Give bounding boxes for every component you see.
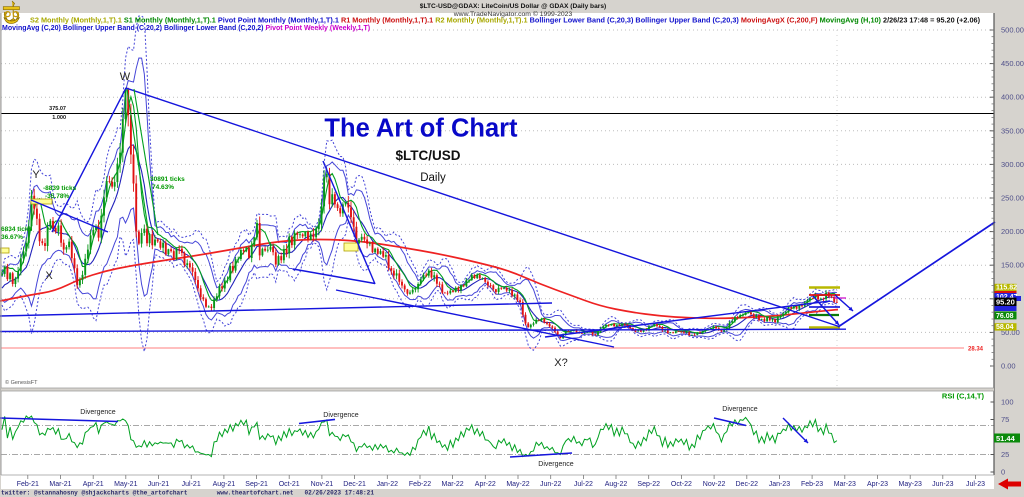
svg-text:6834 ticks: 6834 ticks xyxy=(1,226,32,233)
svg-text:Mar-23: Mar-23 xyxy=(834,481,856,488)
svg-text:51.44: 51.44 xyxy=(996,434,1016,443)
svg-text:36.67%: 36.67% xyxy=(1,234,23,241)
svg-text:Feb-21: Feb-21 xyxy=(17,481,39,488)
svg-text:-8839 ticks: -8839 ticks xyxy=(43,185,77,192)
svg-text:MovingAvg (C,20) Bollinger Up: MovingAvg (C,20) Bollinger Upper Band (C… xyxy=(2,25,370,32)
svg-text:May-22: May-22 xyxy=(506,481,529,488)
svg-text:Dec-22: Dec-22 xyxy=(736,481,759,488)
svg-text:Mar-21: Mar-21 xyxy=(49,481,71,488)
svg-text:95.20: 95.20 xyxy=(996,297,1015,306)
svg-text:Divergence: Divergence xyxy=(538,461,574,468)
svg-text:May-23: May-23 xyxy=(899,481,922,488)
svg-text:Feb-22: Feb-22 xyxy=(409,481,431,488)
svg-text:28.34: 28.34 xyxy=(968,347,984,353)
svg-text:twitter: @stannahosny @shjackc: twitter: @stannahosny @shjackcharts @the… xyxy=(1,490,374,497)
svg-text:www.TradeNavigator.com © 1999-: www.TradeNavigator.com © 1999-2023 xyxy=(453,10,573,18)
svg-text:Divergence: Divergence xyxy=(323,412,359,419)
svg-text:30891 ticks: 30891 ticks xyxy=(150,176,185,183)
svg-text:S2 Monthly (Monthly,1,T).1 S: S2 Monthly (Monthly,1,T).1 S1 Monthly (M… xyxy=(30,15,981,24)
svg-text:Jan-23: Jan-23 xyxy=(769,481,791,488)
svg-text:115.82: 115.82 xyxy=(996,284,1017,291)
svg-text:Jul-21: Jul-21 xyxy=(182,481,201,488)
svg-text:Jun-23: Jun-23 xyxy=(932,481,954,488)
svg-text:300.00: 300.00 xyxy=(1001,160,1024,169)
svg-text:76.08: 76.08 xyxy=(996,313,1014,320)
svg-text:0.00: 0.00 xyxy=(1001,362,1016,371)
svg-text:25: 25 xyxy=(1001,450,1009,459)
svg-text:Oct-22: Oct-22 xyxy=(671,481,692,488)
svg-text:RSI (C,14,T): RSI (C,14,T) xyxy=(942,392,985,401)
svg-text:Apr-22: Apr-22 xyxy=(475,481,496,488)
svg-text:X: X xyxy=(45,270,53,282)
svg-text:Sep-21: Sep-21 xyxy=(245,481,268,488)
svg-text:74.63%: 74.63% xyxy=(152,184,174,191)
svg-text:The Art of Chart: The Art of Chart xyxy=(324,115,518,143)
svg-text:$LTC-USD@GDAX: LiteCoin/US Do: $LTC-USD@GDAX: LiteCoin/US Dollar @ GDAX… xyxy=(420,3,606,10)
svg-text:450.00: 450.00 xyxy=(1001,59,1024,68)
svg-text:Divergence: Divergence xyxy=(722,406,758,413)
svg-text:Daily: Daily xyxy=(420,172,446,184)
svg-text:Feb-23: Feb-23 xyxy=(801,481,823,488)
svg-text:-35.78%: -35.78% xyxy=(45,193,69,200)
svg-text:© GenesisFT: © GenesisFT xyxy=(5,379,38,386)
svg-text:Apr-23: Apr-23 xyxy=(867,481,888,488)
svg-text:400.00: 400.00 xyxy=(1001,93,1024,102)
svg-text:$LTC/USD: $LTC/USD xyxy=(395,148,460,163)
svg-text:75: 75 xyxy=(1001,415,1009,424)
svg-text:58.04: 58.04 xyxy=(996,324,1014,331)
svg-text:W: W xyxy=(120,71,131,83)
svg-text:Aug-22: Aug-22 xyxy=(605,481,628,488)
svg-text:Jul-23: Jul-23 xyxy=(966,481,985,488)
svg-text:150.00: 150.00 xyxy=(1001,261,1024,270)
svg-text:Aug-21: Aug-21 xyxy=(213,481,236,488)
svg-text:Sep-22: Sep-22 xyxy=(637,481,660,488)
svg-text:Jun-21: Jun-21 xyxy=(148,481,170,488)
svg-text:Jun-22: Jun-22 xyxy=(540,481,562,488)
svg-text:Mar-22: Mar-22 xyxy=(442,481,464,488)
svg-text:X?: X? xyxy=(554,357,567,369)
svg-text:Nov-21: Nov-21 xyxy=(311,481,334,488)
svg-text:50.00: 50.00 xyxy=(1001,328,1020,337)
svg-text:Apr-21: Apr-21 xyxy=(83,481,104,488)
svg-text:Nov-22: Nov-22 xyxy=(703,481,726,488)
svg-text:200.00: 200.00 xyxy=(1001,227,1024,236)
svg-text:Oct-21: Oct-21 xyxy=(279,481,300,488)
svg-text:375.07: 375.07 xyxy=(49,106,66,112)
svg-text:Jul-22: Jul-22 xyxy=(574,481,593,488)
svg-text:Divergence: Divergence xyxy=(80,409,116,416)
svg-text:Y: Y xyxy=(32,169,40,181)
svg-text:350.00: 350.00 xyxy=(1001,126,1024,135)
svg-text:100: 100 xyxy=(1001,398,1014,407)
svg-text:102.47: 102.47 xyxy=(996,294,1018,301)
svg-text:500.00: 500.00 xyxy=(1001,26,1024,35)
svg-text:Dec-21: Dec-21 xyxy=(343,481,366,488)
svg-text:1.000: 1.000 xyxy=(52,115,66,121)
svg-text:0: 0 xyxy=(1001,468,1005,477)
svg-text:250.00: 250.00 xyxy=(1001,194,1024,203)
svg-text:Jan-22: Jan-22 xyxy=(377,481,399,488)
svg-text:May-21: May-21 xyxy=(114,481,137,488)
